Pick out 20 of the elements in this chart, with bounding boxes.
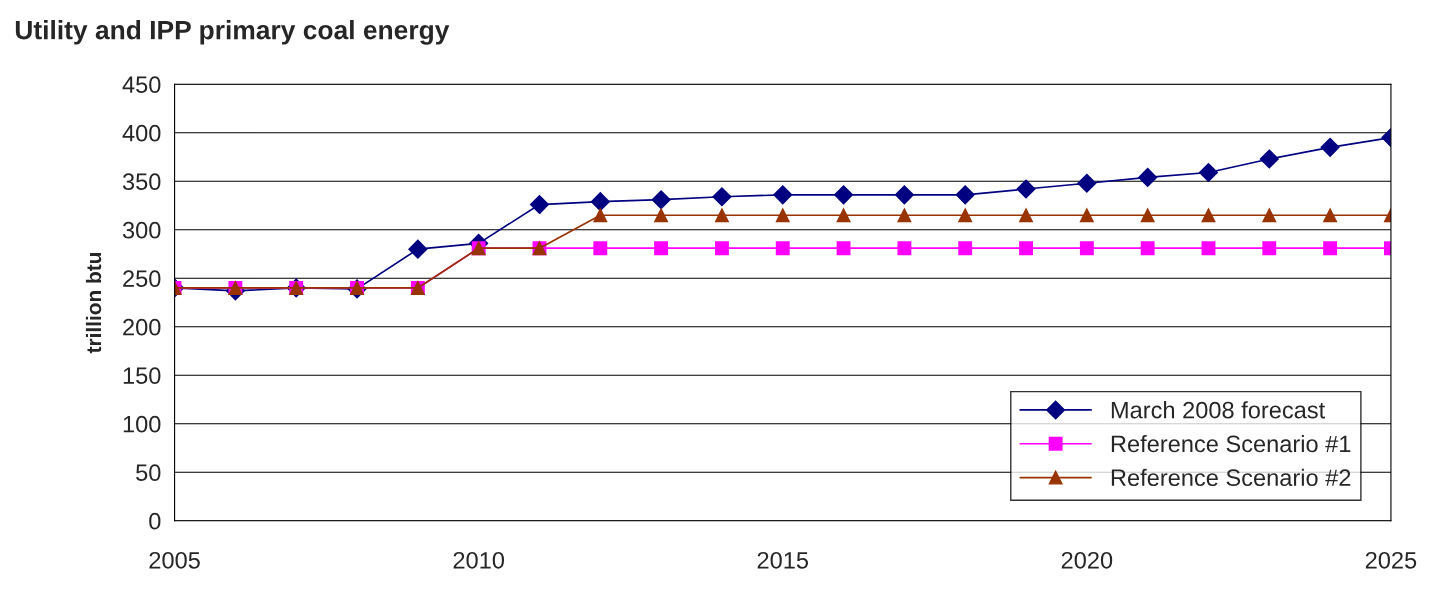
chart-title: Utility and IPP primary coal energy [15,20,450,45]
x-tick-label: 2005 [149,551,200,569]
y-tick-label: 100 [123,415,161,433]
y-tick-label: 450 [122,76,161,94]
y-tick-label: 200 [123,318,161,336]
x-tick-label: 2025 [1365,551,1417,569]
x-tick-label: 2010 [453,551,505,569]
y-tick-label: 0 [149,512,161,530]
legend-label: Reference Scenario #2 [1111,468,1351,487]
y-tick-label: 250 [123,270,161,288]
y-tick-label: 350 [122,173,161,191]
legend-label: Reference Scenario #1 [1111,434,1351,453]
y-tick-label: 300 [122,221,161,239]
x-tick-label: 2015 [757,551,809,569]
y-tick-label: 400 [122,124,161,142]
x-tick-label: 2020 [1061,551,1113,569]
y-tick-label: 50 [136,464,161,482]
y-axis-title: trillion btu [85,252,102,354]
y-tick-label: 150 [123,367,161,385]
legend-label: March 2008 forecast [1111,401,1326,419]
